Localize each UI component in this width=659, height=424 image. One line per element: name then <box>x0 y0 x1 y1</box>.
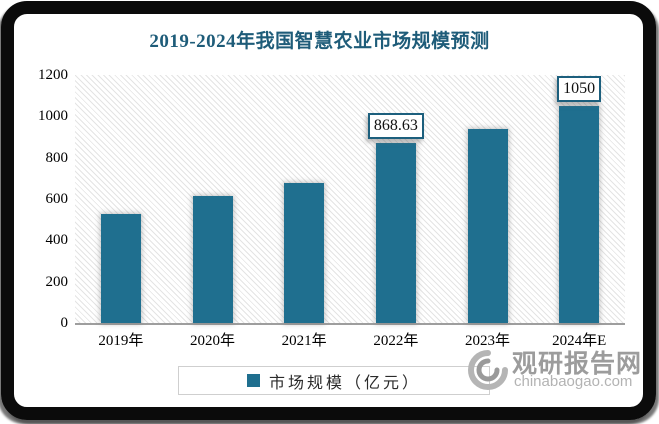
y-tick-label: 1200 <box>38 67 68 83</box>
y-tick-label: 0 <box>60 315 69 331</box>
legend-swatch <box>246 374 260 387</box>
y-tick-label: 800 <box>45 149 69 166</box>
x-tick-label: 2021年 <box>281 333 327 349</box>
x-tick-label: 2023年 <box>464 333 510 349</box>
legend: 市场规模（亿元） <box>178 366 490 395</box>
x-tick-label: 2019年 <box>98 333 144 349</box>
chart-title: 2019-2024年我国智慧农业市场规模预测 <box>149 31 490 52</box>
data-label-2024年E: 1050 <box>557 76 602 102</box>
y-tick-label: 600 <box>45 191 69 207</box>
bar-2022年 <box>375 143 416 323</box>
y-tick-label: 400 <box>45 232 69 249</box>
x-tick-label: 2022年 <box>373 333 419 349</box>
bar-2023年 <box>467 129 508 323</box>
x-tick-label: 2020年 <box>189 333 235 349</box>
y-tick-label: 1000 <box>38 108 68 125</box>
watermark: 观研报告网 chinabaogao.com <box>466 344 646 400</box>
legend-series-label: 市场规模（亿元） <box>268 374 421 392</box>
bar-2021年 <box>284 183 325 323</box>
watermark-site-domain: chinabaogao.com <box>514 373 633 390</box>
data-label-2022年: 868.63 <box>367 113 424 139</box>
x-tick-label: 2024年E <box>552 333 607 349</box>
plot-area <box>75 75 625 325</box>
watermark-site-name: 观研报告网 <box>512 350 643 378</box>
bar-2019年 <box>100 214 141 323</box>
y-tick-label: 200 <box>45 273 69 290</box>
bar-2024年E <box>559 106 600 323</box>
bar-2020年 <box>192 196 233 323</box>
watermark-logo-icon <box>468 350 508 390</box>
